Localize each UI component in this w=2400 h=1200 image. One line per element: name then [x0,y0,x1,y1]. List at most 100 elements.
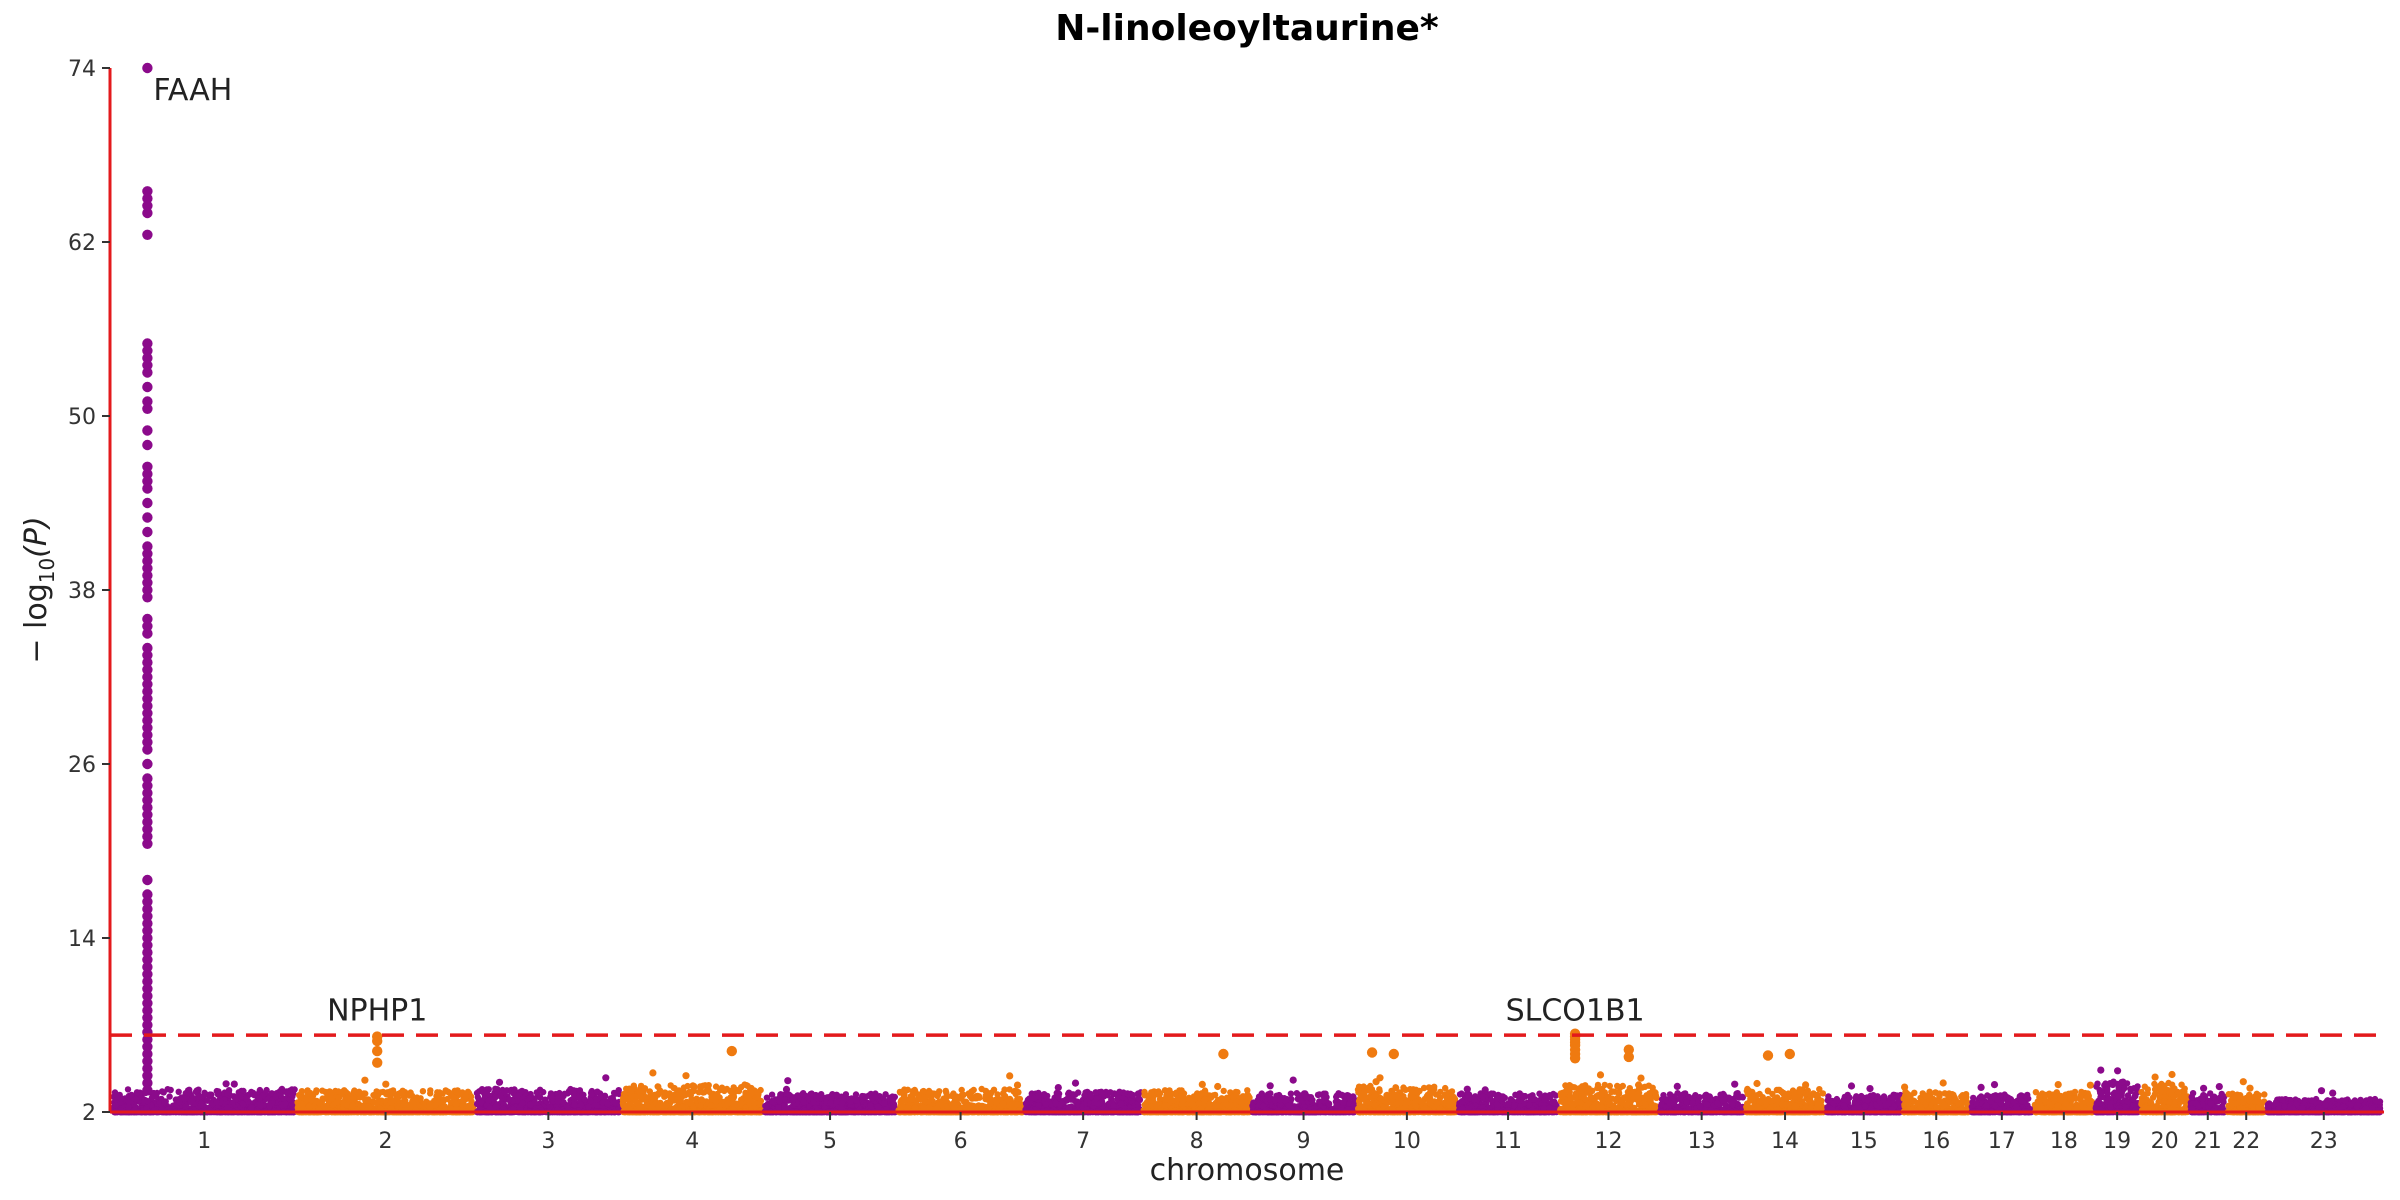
snp-point [548,1092,555,1100]
snp-point [289,1093,296,1100]
snp-point [377,1089,384,1096]
snp-point [527,1094,535,1101]
snp-point [495,1078,504,1086]
snp-point [243,1095,250,1102]
snp-point [730,1094,737,1101]
snp-point [492,1103,500,1110]
snp-point [225,1089,232,1097]
snp-point [485,1097,492,1104]
snp-point [356,1091,363,1098]
snp-point [370,1092,377,1099]
snp-point [735,1087,743,1095]
snp-point [567,1085,574,1093]
snp-point [744,1082,751,1090]
snp-point [387,1091,394,1099]
snp-point [682,1072,690,1080]
snp-point [342,1088,350,1096]
snp-point [494,1086,501,1093]
snp-point [390,1097,397,1104]
snp-point [537,1094,544,1101]
snp-point [506,1096,513,1103]
snp-point [620,1094,627,1102]
snp-point [518,1087,526,1095]
snp-point [477,1099,485,1106]
snp-point [213,1098,220,1106]
snp-point [322,1088,329,1096]
snp-point [248,1104,255,1111]
snp-point [602,1074,610,1082]
snp-point [208,1091,215,1098]
snp-point [406,1092,413,1099]
snp-point [125,1103,132,1110]
snp-point [643,1102,650,1109]
snp-point [175,1088,182,1096]
snp-point [230,1080,238,1088]
snp-point [266,1103,273,1110]
snp-point [240,1087,247,1095]
snp-point [561,1090,568,1098]
snp-point [612,1099,619,1107]
snp-point [604,1100,611,1107]
snp-point [144,1097,151,1105]
snp-point [511,1086,518,1093]
snp-point [257,1102,265,1109]
snp-point [272,1093,279,1101]
snp-point [263,1086,270,1094]
snp-point [373,1099,381,1106]
snp-point [620,1102,627,1109]
snp-point [319,1095,326,1102]
snp-point [298,1088,306,1095]
snp-point [133,1089,141,1096]
snp-point [455,1089,462,1096]
snp-point [166,1093,173,1100]
snp-point [585,1103,592,1111]
snp-point [635,1088,643,1095]
snp-point [343,1094,351,1102]
snp-point [186,1086,193,1094]
snp-point [407,1103,414,1110]
snp-point [571,1101,578,1109]
snp-point [667,1082,674,1089]
snp-point [278,1086,285,1093]
snp-point [124,1086,132,1093]
snp-point [419,1088,427,1095]
snp-point [729,1088,736,1096]
snp-point [747,1097,754,1104]
snp-point [588,1091,595,1098]
snp-point [641,1085,649,1092]
snp-point [431,1102,439,1109]
snp-point [343,1102,350,1109]
snp-point [748,1089,755,1097]
snp-point [297,1094,304,1101]
snp-point [223,1104,231,1112]
snp-point [161,1099,168,1106]
snp-point [395,1090,402,1098]
snp-point [497,1092,504,1100]
snp-point [655,1103,663,1110]
snp-point [113,1092,121,1100]
snp-point [707,1102,715,1109]
snp-point [192,1088,200,1096]
snp-point [158,1088,166,1095]
snp-point [167,1086,174,1094]
snp-point [349,1102,356,1109]
snp-point [698,1096,705,1103]
snp-point [527,1101,534,1108]
snp-point [724,1099,732,1107]
snp-point [615,1087,622,1094]
snp-point [480,1089,487,1097]
snp-point [309,1092,317,1100]
snp-point [361,1076,369,1084]
snp-point [435,1093,442,1101]
snp-point [643,1094,650,1101]
snp-point [363,1096,370,1104]
data-points [110,62,2384,1116]
snp-point [705,1082,712,1089]
snp-point [459,1097,467,1105]
snp-point [176,1098,183,1106]
snp-point [688,1096,695,1103]
snp-point [222,1080,230,1088]
snp-point [666,1090,673,1097]
snp-point [382,1080,390,1088]
